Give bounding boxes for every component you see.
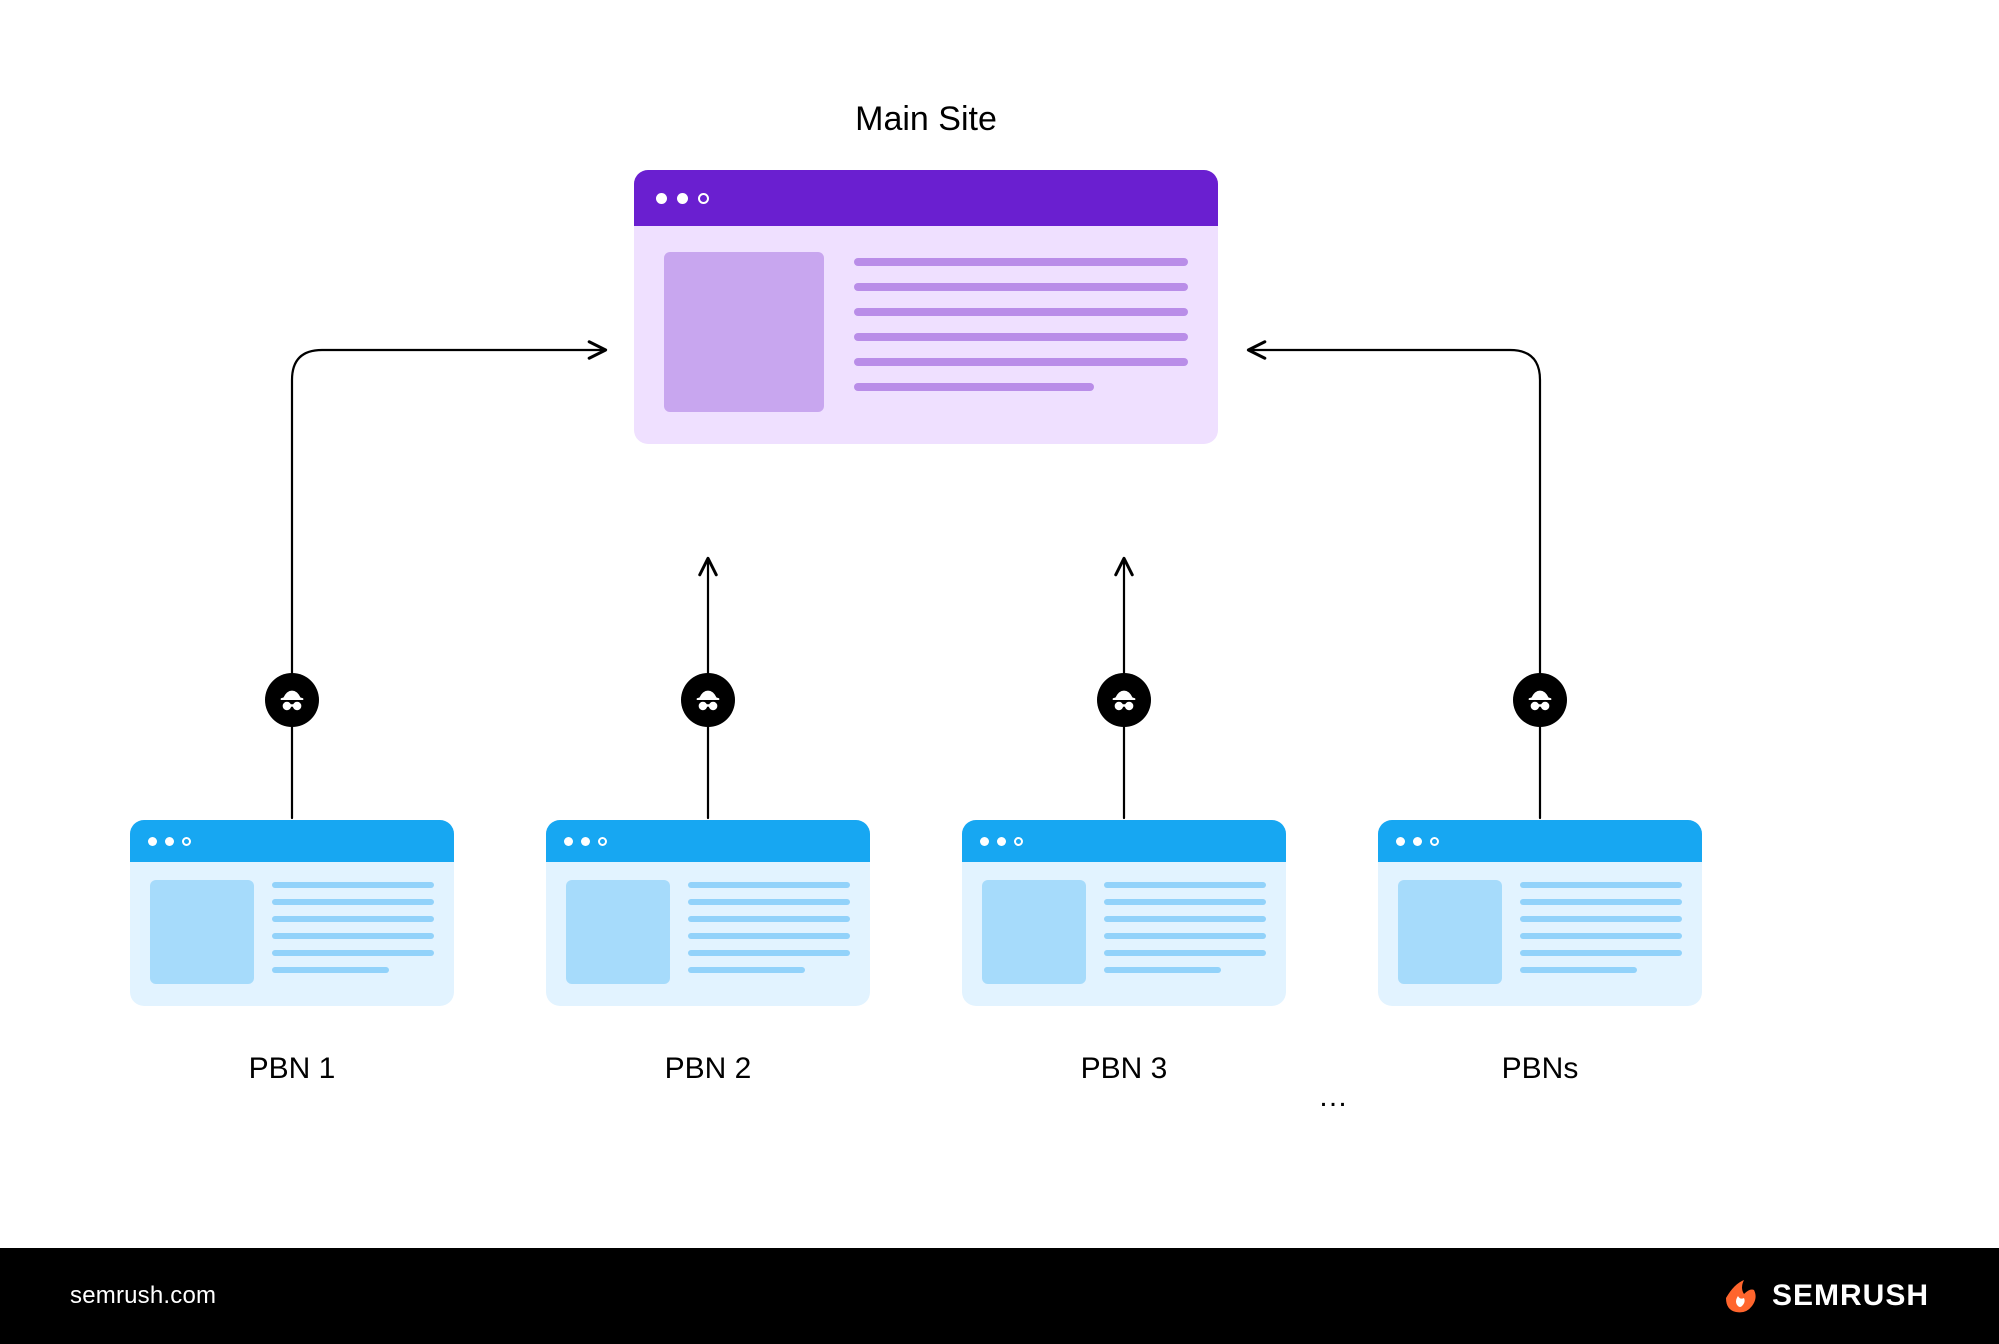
window-dot-icon — [1396, 837, 1405, 846]
link-arrow — [292, 350, 604, 818]
content-line — [688, 882, 850, 888]
content-line — [854, 358, 1188, 366]
pbn-window — [962, 820, 1286, 1006]
pbn-window — [1378, 820, 1702, 1006]
browser-body — [634, 226, 1218, 444]
content-line — [688, 950, 850, 956]
content-line — [1520, 882, 1682, 888]
content-line — [1520, 950, 1682, 956]
pbn-label: PBN 2 — [665, 1052, 752, 1086]
content-line — [1104, 950, 1266, 956]
incognito-icon — [1523, 683, 1557, 717]
footer-site-url: semrush.com — [70, 1282, 216, 1310]
content-thumb — [1398, 880, 1502, 984]
content-thumb — [566, 880, 670, 984]
content-line — [854, 308, 1188, 316]
content-lines — [854, 252, 1188, 391]
window-dot-icon — [564, 837, 573, 846]
pbn-label: PBN 1 — [249, 1052, 336, 1086]
content-line — [1104, 899, 1266, 905]
incognito-badge — [1513, 673, 1567, 727]
main-site-window — [634, 170, 1218, 444]
window-dot-icon — [980, 837, 989, 846]
content-thumb — [664, 252, 824, 412]
footer: semrush.com SEMRUSH — [0, 1248, 1999, 1344]
pbn-label: PBNs — [1502, 1052, 1579, 1086]
content-thumb — [150, 880, 254, 984]
pbn-label: PBN 3 — [1081, 1052, 1168, 1086]
content-lines — [1104, 880, 1266, 973]
window-dot-icon — [1014, 837, 1023, 846]
incognito-icon — [1107, 683, 1141, 717]
incognito-icon — [691, 683, 725, 717]
content-line — [1520, 916, 1682, 922]
content-lines — [272, 880, 434, 973]
browser-bar — [546, 820, 870, 862]
ellipsis: … — [1318, 1080, 1348, 1114]
window-dot-icon — [1413, 837, 1422, 846]
content-line — [1104, 916, 1266, 922]
content-line — [854, 283, 1188, 291]
main-site-title: Main Site — [855, 100, 997, 139]
incognito-badge — [265, 673, 319, 727]
content-line — [272, 933, 434, 939]
content-line — [1520, 967, 1637, 973]
content-line — [1104, 933, 1266, 939]
pbn-window — [546, 820, 870, 1006]
window-dot-icon — [165, 837, 174, 846]
window-dot-icon — [598, 837, 607, 846]
content-thumb — [982, 880, 1086, 984]
browser-bar — [1378, 820, 1702, 862]
content-line — [854, 258, 1188, 266]
window-dot-icon — [677, 193, 688, 204]
browser-body — [1378, 862, 1702, 1006]
brand-flame-icon — [1720, 1276, 1760, 1316]
browser-body — [962, 862, 1286, 1006]
window-dot-icon — [182, 837, 191, 846]
content-line — [1520, 899, 1682, 905]
content-line — [272, 899, 434, 905]
content-line — [1520, 933, 1682, 939]
window-dot-icon — [656, 193, 667, 204]
window-dot-icon — [581, 837, 590, 846]
brand-name: SEMRUSH — [1772, 1279, 1929, 1313]
brand: SEMRUSH — [1720, 1276, 1929, 1316]
browser-bar — [130, 820, 454, 862]
browser-bar — [962, 820, 1286, 862]
incognito-icon — [275, 683, 309, 717]
link-arrow — [1250, 350, 1540, 818]
content-line — [1104, 882, 1266, 888]
window-dot-icon — [148, 837, 157, 846]
content-line — [854, 333, 1188, 341]
content-line — [688, 899, 850, 905]
window-dot-icon — [698, 193, 709, 204]
content-line — [272, 950, 434, 956]
content-lines — [1520, 880, 1682, 973]
content-line — [272, 916, 434, 922]
content-line — [688, 933, 850, 939]
content-line — [688, 967, 805, 973]
content-line — [272, 967, 389, 973]
window-dot-icon — [1430, 837, 1439, 846]
window-dot-icon — [997, 837, 1006, 846]
content-lines — [688, 880, 850, 973]
browser-bar — [634, 170, 1218, 226]
content-line — [688, 916, 850, 922]
browser-body — [546, 862, 870, 1006]
content-line — [1104, 967, 1221, 973]
pbn-window — [130, 820, 454, 1006]
incognito-badge — [1097, 673, 1151, 727]
content-line — [854, 383, 1094, 391]
browser-body — [130, 862, 454, 1006]
content-line — [272, 882, 434, 888]
diagram-canvas: Main Site PBN 1 PBN 2 PBN 3 PBNs — [0, 0, 1999, 1344]
incognito-badge — [681, 673, 735, 727]
